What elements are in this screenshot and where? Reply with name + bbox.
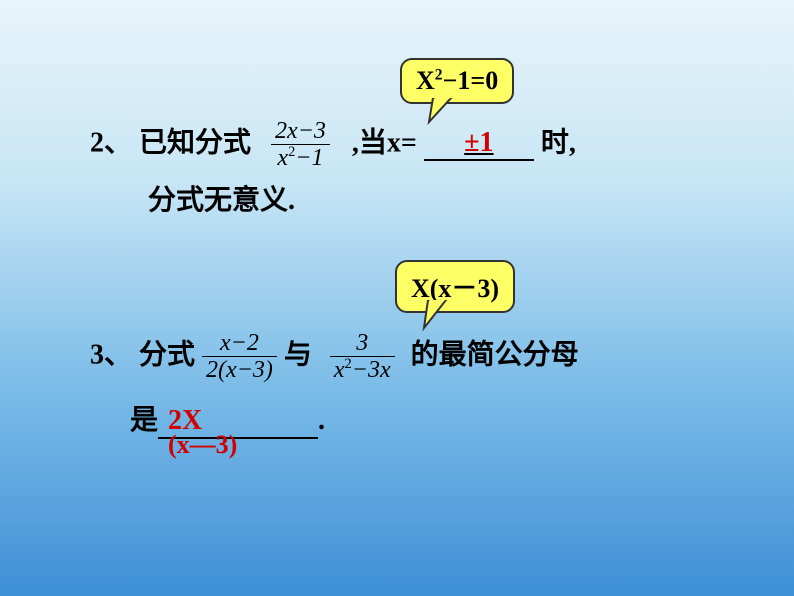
problem-3-line1: 3、 分式 x−2 2(x−3) 与 3 x2−3x 的最简公分母 [90,330,579,384]
callout-2-text: X(x－3) [411,274,499,303]
problem-3-frac1-den: 2(x−3) [202,357,277,383]
problem-3-frac1-num: x−2 [202,330,277,357]
problem-2-frac-num: 2x−3 [271,118,330,145]
problem-2-answer: ±1 [464,127,493,158]
problem-2-frac-den: x2−1 [271,145,330,171]
problem-3-frac2-num: 3 [330,330,395,357]
problem-3-text1: 分式 [139,339,195,370]
problem-3-text2: 与 [284,339,312,370]
problem-2-text-before: 已知分式 [139,127,251,158]
problem-2-blank: ±1 [424,127,534,161]
problem-3-text3: 的最简公分母 [411,339,579,370]
problem-2-line2: 分式无意义. [148,178,295,218]
problem-3-frac2-den: x2−3x [330,357,395,383]
problem-2-number: 2、 [90,127,132,158]
problem-3-fraction2: 3 x2−3x [330,330,395,384]
callout-2: X(x－3) [395,260,515,313]
problem-3-line2-after: . [318,405,325,436]
callout-1-text: X2−1=0 [416,66,498,95]
callout-2-tail [420,300,450,334]
problem-3-answer-bottom: (x—3) [168,430,237,460]
problem-2-text-end: 时, [541,127,576,158]
problem-3-number: 3、 [90,339,132,370]
problem-3-fraction1: x−2 2(x−3) [202,330,277,384]
problem-2-line1: 2、 已知分式 2x−3 x2−1 ,当x= ±1 时, [90,118,576,172]
problem-2-text-after: ,当x= [352,127,417,158]
problem-2-line2-text: 分式无意义. [148,185,295,216]
problem-2-fraction: 2x−3 x2−1 [271,118,330,172]
problem-3-line2-before: 是 [130,405,158,436]
callout-1: X2−1=0 [400,58,514,104]
